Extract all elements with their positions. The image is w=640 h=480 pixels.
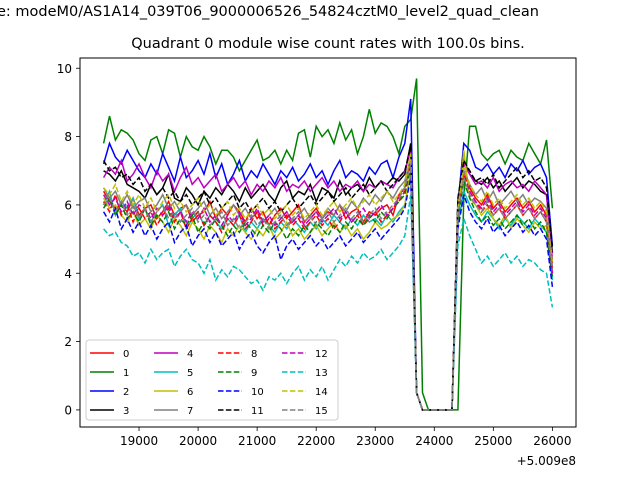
x-tick-label: 19000	[120, 434, 158, 448]
y-tick-label: 10	[57, 62, 72, 76]
legend-label-5: 5	[187, 368, 193, 379]
legend-label-8: 8	[251, 349, 257, 360]
legend-label-4: 4	[187, 349, 193, 360]
legend-label-0: 0	[123, 349, 129, 360]
legend-label-1: 1	[123, 368, 129, 379]
legend-label-6: 6	[187, 387, 193, 398]
legend-label-3: 3	[123, 406, 129, 417]
chart-title: Quadrant 0 module wise count rates with …	[131, 36, 525, 52]
series-line-1	[102, 78, 554, 411]
x-tick-label: 20000	[179, 434, 217, 448]
legend-label-13: 13	[315, 368, 328, 379]
series-line-2	[102, 98, 554, 411]
legend-label-9: 9	[251, 368, 257, 379]
y-tick-label: 0	[64, 403, 72, 417]
legend-label-15: 15	[315, 406, 328, 417]
x-tick-label: 21000	[238, 434, 276, 448]
plot-lines	[102, 78, 554, 411]
series-line-7	[102, 156, 554, 411]
y-tick-label: 2	[64, 335, 72, 349]
axes-frame	[79, 57, 577, 428]
legend-label-14: 14	[315, 387, 328, 398]
series-line-4	[102, 150, 554, 411]
x-offset-label: +5.009e8	[517, 454, 576, 468]
series-line-14	[103, 153, 554, 411]
y-axis: 0 2 4 6 8 10	[57, 62, 80, 417]
series-line-10	[102, 177, 554, 411]
legend-label-11: 11	[251, 406, 264, 417]
legend-label-10: 10	[251, 387, 264, 398]
x-axis: 19000 20000 21000 22000 23000 24000 25000 26000	[120, 427, 571, 448]
x-tick-label: 23000	[356, 434, 394, 448]
legend-box	[85, 339, 339, 421]
legend-label-7: 7	[187, 406, 193, 417]
y-tick-label: 6	[64, 198, 72, 212]
x-tick-label: 26000	[533, 434, 571, 448]
legend-label-2: 2	[123, 387, 129, 398]
x-tick-label: 24000	[415, 434, 453, 448]
y-tick-label: 4	[64, 267, 72, 281]
series-line-12	[102, 160, 554, 411]
series-line-11	[102, 146, 554, 411]
series-line-15	[103, 163, 554, 411]
series-line-13	[103, 194, 554, 411]
legend-label-12: 12	[315, 349, 328, 360]
x-tick-label: 22000	[297, 434, 335, 448]
figure-suptitle: n file: modeM0/AS1A14_039T06_9000006526_…	[0, 4, 539, 20]
series-line-5	[102, 174, 554, 411]
y-tick-label: 8	[64, 130, 72, 144]
x-tick-label: 25000	[474, 434, 512, 448]
series-line-9	[102, 167, 554, 411]
